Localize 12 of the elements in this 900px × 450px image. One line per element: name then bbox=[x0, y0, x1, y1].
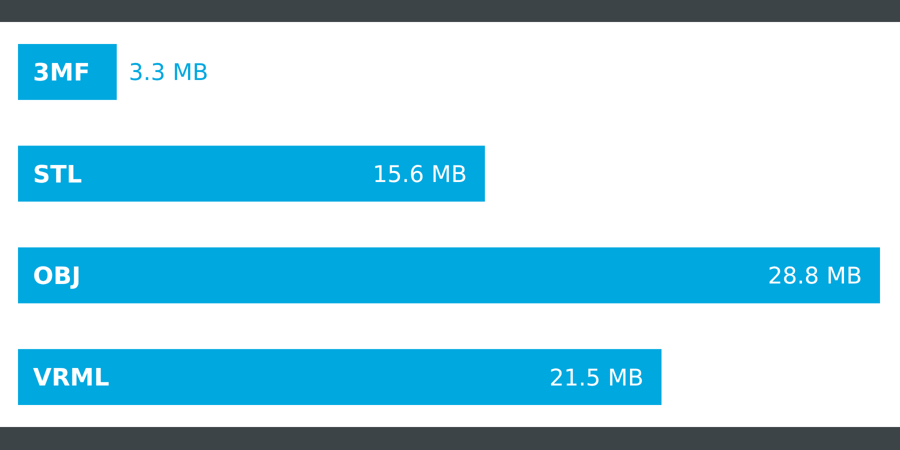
data-label: 15.6 MB bbox=[372, 162, 467, 188]
bar bbox=[18, 146, 485, 202]
data-label: 28.8 MB bbox=[768, 264, 862, 290]
bar bbox=[18, 44, 117, 100]
y-tick-label: VRML bbox=[33, 364, 110, 392]
bar bbox=[18, 349, 662, 405]
y-tick-label: OBJ bbox=[33, 262, 81, 290]
y-tick-label: STL bbox=[33, 160, 82, 188]
data-label: 21.5 MB bbox=[549, 365, 644, 392]
data-label: 3.3 MB bbox=[128, 60, 208, 86]
y-tick-label: 3MF bbox=[33, 58, 90, 87]
bar bbox=[18, 247, 880, 304]
